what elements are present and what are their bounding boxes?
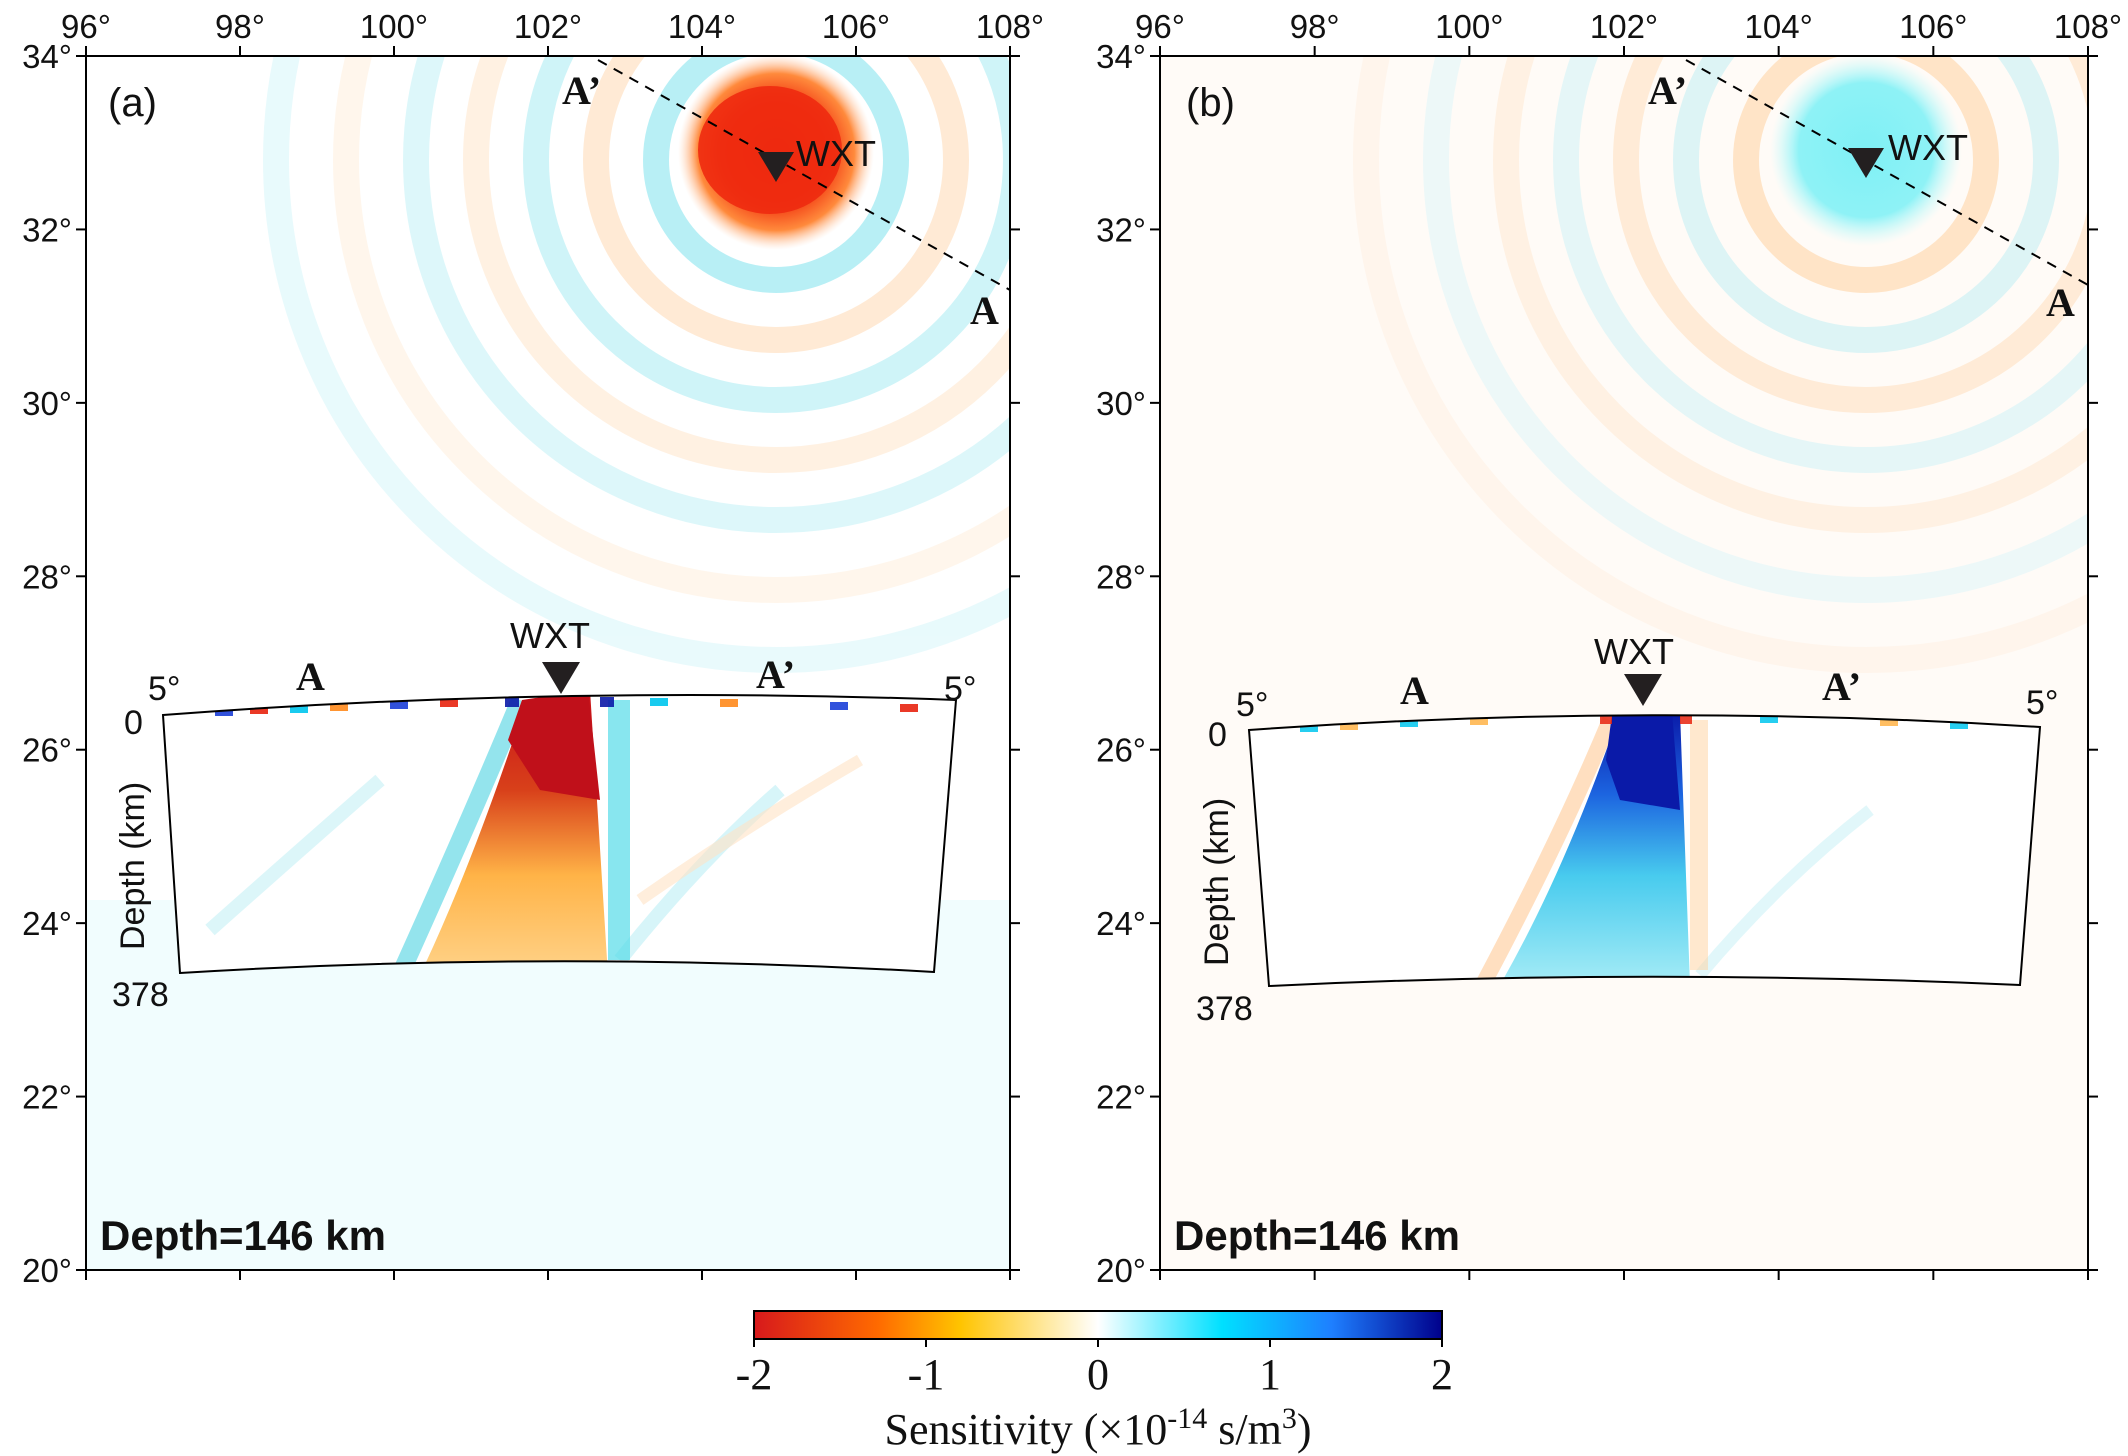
station-label-section-b: WXT: [1594, 631, 1674, 672]
x-tick-label-a: 98°: [215, 8, 265, 45]
y-tick-label-b: 32°: [1096, 211, 1146, 248]
sensitivity-map-b: [1160, 56, 2088, 1270]
section-left-angle-b: 5°: [1236, 686, 1269, 724]
y-tick-label-a: 20°: [22, 1252, 72, 1289]
profile-end-label-map-b: A’: [1648, 68, 1687, 113]
section-outline-b: [1247, 714, 2042, 988]
station-marker-map-b: [1848, 148, 1884, 178]
section-depth-axis-b: Depth (km): [1198, 798, 1236, 966]
station-label-map-a: WXT: [796, 133, 876, 174]
x-tick-label-b: 100°: [1435, 8, 1503, 45]
section-depth-axis-a: Depth (km): [114, 782, 152, 950]
colorbar-bar: [753, 1310, 1443, 1340]
station-marker-section-a: [542, 662, 580, 694]
y-tick-label-a: 30°: [22, 385, 72, 422]
y-tick-label-a: 32°: [22, 211, 72, 248]
station-label-section-a: WXT: [510, 615, 590, 656]
x-tick-label-b: 98°: [1290, 8, 1340, 45]
section-right-angle-b: 5°: [2026, 684, 2059, 722]
colorbar-tick-label: 2: [1431, 1350, 1453, 1399]
depth-label-b: Depth=146 km: [1174, 1212, 1460, 1259]
section-depth-bottom-b: 378: [1196, 990, 1253, 1028]
station-label-map-b: WXT: [1888, 127, 1968, 168]
y-tick-label-a: 26°: [22, 732, 72, 769]
y-tick-label-a: 34°: [22, 38, 72, 75]
section-right-angle-a: 5°: [944, 670, 977, 708]
cross-section-a: [161, 694, 958, 975]
y-tick-label-b: 34°: [1096, 38, 1146, 75]
colorbar-tick-label: -2: [736, 1350, 773, 1399]
axis-ticks-b: 96° 98° 100° 102° 104° 106° 108° 34° 32° 30° 28° 26…: [1096, 8, 2122, 1289]
section-left-angle-a: 5°: [148, 670, 181, 708]
section-start-label-a: A: [296, 654, 325, 699]
x-tick-label-a: 106°: [822, 8, 890, 45]
section-end-label-a: A’: [756, 652, 795, 697]
section-end-label-b: A’: [1822, 664, 1861, 709]
station-marker-map-a: [758, 152, 794, 182]
cross-section-b: [1247, 714, 2042, 988]
profile-line-b: [1685, 59, 2089, 286]
y-tick-label-b: 28°: [1096, 558, 1146, 595]
x-tick-label-b: 96°: [1135, 8, 1185, 45]
x-tick-label-b: 108°: [2054, 8, 2122, 45]
x-tick-label-b: 104°: [1745, 8, 1813, 45]
profile-start-label-map-a: A: [970, 288, 999, 333]
section-depth-top-a: 0: [124, 704, 143, 742]
y-tick-label-b: 26°: [1096, 732, 1146, 769]
colorbar-title: Sensitivity (×10-14 s/m3): [885, 1402, 1312, 1454]
x-tick-label-a: 96°: [61, 8, 111, 45]
x-tick-label-b: 106°: [1899, 8, 1967, 45]
profile-end-label-map-a: A’: [562, 68, 601, 113]
profile-line-a: [597, 59, 1011, 291]
x-tick-label-a: 108°: [976, 8, 1044, 45]
colorbar-tick-label: -1: [908, 1350, 945, 1399]
colorbar-tick-label: 1: [1259, 1350, 1281, 1399]
station-marker-section-b: [1624, 674, 1662, 706]
profile-start-label-map-b: A: [2046, 280, 2075, 325]
colorbar-ticks: -2 -1 0 1 2: [736, 1339, 1453, 1399]
panel-b: [1159, 55, 2089, 1271]
x-tick-label-a: 102°: [514, 8, 582, 45]
section-depth-top-b: 0: [1208, 716, 1227, 754]
y-tick-label-b: 24°: [1096, 905, 1146, 942]
y-tick-label-a: 22°: [22, 1079, 72, 1116]
y-tick-label-a: 28°: [22, 558, 72, 595]
depth-label-a: Depth=146 km: [100, 1212, 386, 1259]
section-outline-a: [161, 694, 958, 975]
panel-label-a: (a): [108, 81, 157, 125]
section-depth-bottom-a: 378: [112, 976, 169, 1014]
section-start-label-b: A: [1400, 668, 1429, 713]
x-tick-label-b: 102°: [1590, 8, 1658, 45]
axis-ticks-a: 96° 98° 100° 102° 104° 106° 108° 34° 32° 30° 28° 26…: [22, 8, 1044, 1289]
x-tick-label-a: 104°: [668, 8, 736, 45]
colorbar-tick-label: 0: [1087, 1350, 1109, 1399]
colorbar: -2 -1 0 1 2 Sensitivity (×10-14 s/m3): [736, 1310, 1453, 1454]
y-tick-label-b: 30°: [1096, 385, 1146, 422]
y-tick-label-a: 24°: [22, 905, 72, 942]
x-tick-label-a: 100°: [360, 8, 428, 45]
panel-label-b: (b): [1186, 81, 1235, 125]
y-tick-label-b: 20°: [1096, 1252, 1146, 1289]
y-tick-label-b: 22°: [1096, 1079, 1146, 1116]
